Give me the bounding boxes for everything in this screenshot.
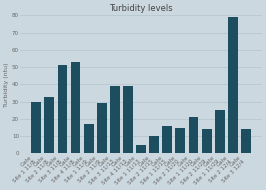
Bar [202, 129, 211, 154]
Bar [110, 86, 120, 154]
Bar [149, 136, 159, 154]
Bar [176, 128, 185, 154]
Y-axis label: Turbidity (ntu): Turbidity (ntu) [4, 62, 9, 107]
Bar [162, 126, 172, 154]
Bar [136, 145, 146, 154]
Bar [84, 124, 94, 154]
Bar [44, 97, 54, 154]
Bar [215, 110, 225, 154]
Bar [123, 86, 133, 154]
Bar [241, 129, 251, 154]
Bar [57, 65, 67, 154]
Bar [228, 17, 238, 154]
Bar [189, 117, 198, 154]
Title: Turbidity levels: Turbidity levels [109, 4, 173, 13]
Bar [71, 62, 80, 154]
Bar [97, 103, 107, 154]
Bar [31, 102, 41, 154]
